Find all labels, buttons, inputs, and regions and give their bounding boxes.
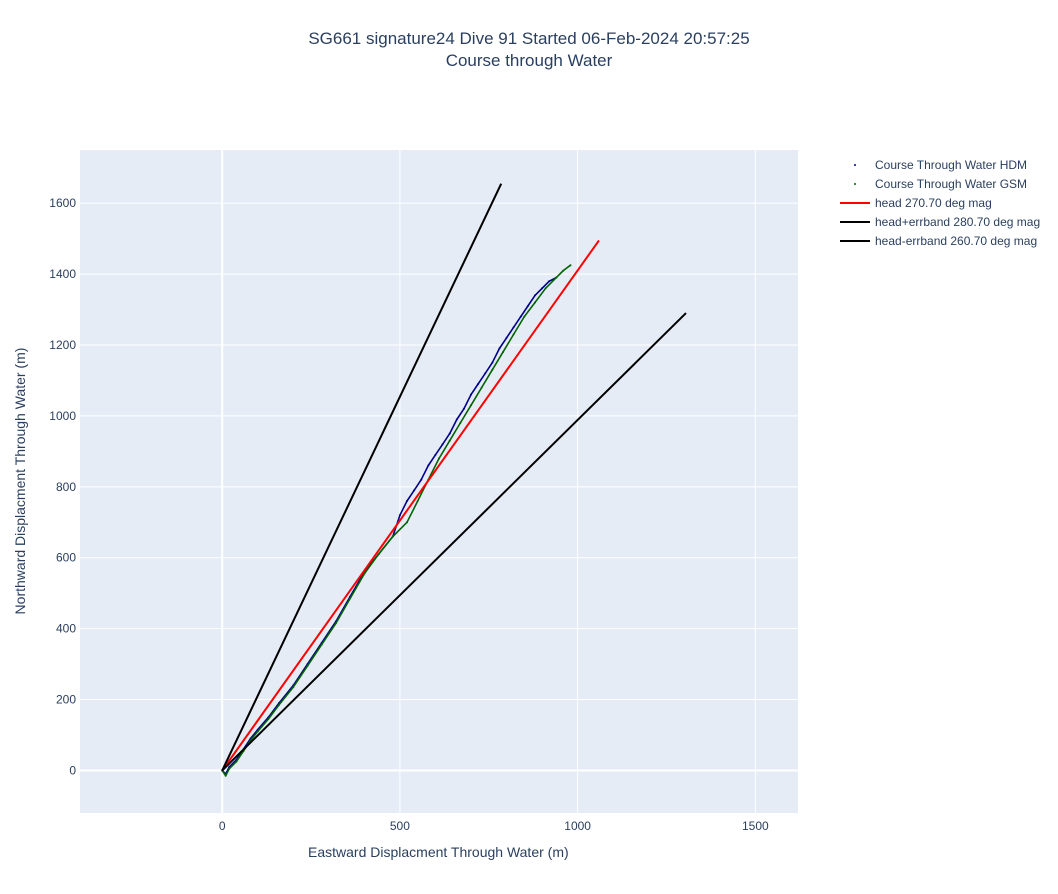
data-point <box>548 280 551 283</box>
data-point <box>569 264 572 267</box>
data-point <box>470 404 472 407</box>
legend-line-head-plus-errband <box>840 221 870 223</box>
data-point <box>455 418 458 421</box>
data-point <box>334 622 337 625</box>
x-tick-label: 500 <box>390 819 410 833</box>
series-path <box>221 276 557 775</box>
data-point <box>462 407 465 410</box>
legend-label-hdm: Course Through Water HDM <box>875 158 1028 172</box>
data-point <box>363 572 366 575</box>
legend[interactable]: Course Through Water HDM Course Through … <box>838 156 1040 251</box>
data-point <box>420 478 423 481</box>
x-axis-title: Eastward Displacment Through Water (m) <box>308 844 569 860</box>
data-point <box>480 386 483 389</box>
data-point <box>434 453 437 456</box>
legend-label-head-plus-errband: head+errband 280.70 deg mag <box>875 215 1041 229</box>
data-point <box>306 664 309 667</box>
data-point <box>541 287 544 290</box>
data-point <box>278 703 280 706</box>
y-tick-label: 1200 <box>49 338 76 352</box>
series-4 <box>221 312 687 772</box>
series-layer <box>221 183 687 777</box>
data-point <box>235 760 238 763</box>
y-tick-labels: 0 200 400 600 800 1000 1200 1400 1600 <box>49 196 76 777</box>
data-point <box>491 361 494 364</box>
chart-title-line2: Course through Water <box>445 51 613 70</box>
x-tick-labels: 0 500 1000 1500 <box>219 819 769 833</box>
data-point <box>427 464 430 467</box>
series-line <box>221 312 687 772</box>
data-point <box>459 422 462 424</box>
chart-title-line1: SG661 signature24 Dive 91 Started 06-Feb… <box>308 29 750 48</box>
y-tick-label: 800 <box>56 480 76 494</box>
legend-item-head[interactable]: head 270.70 deg mag <box>838 194 1040 213</box>
data-point <box>512 326 515 329</box>
y-tick-label: 1000 <box>49 409 76 423</box>
data-point <box>406 521 408 524</box>
series-line <box>221 183 503 771</box>
data-point <box>470 393 472 396</box>
data-point <box>512 333 515 336</box>
y-tick-label: 1400 <box>49 267 76 281</box>
x-tick-label: 0 <box>219 819 226 833</box>
y-tick-label: 600 <box>56 551 76 565</box>
data-point <box>562 269 565 272</box>
data-point <box>398 514 401 517</box>
data-point <box>416 500 419 502</box>
data-point <box>505 336 508 339</box>
data-point <box>413 489 416 492</box>
legend-label-head-minus-errband: head-errband 260.70 deg mag <box>875 234 1038 248</box>
legend-line-head-minus-errband <box>840 240 870 242</box>
y-tick-label: 0 <box>69 763 76 777</box>
data-point <box>544 287 547 290</box>
data-point <box>228 767 231 770</box>
data-point <box>256 730 259 733</box>
grid-lines <box>80 150 798 813</box>
legend-item-head-plus-errband[interactable]: head+errband 280.70 deg mag <box>838 213 1040 232</box>
data-point <box>491 368 494 371</box>
series-3 <box>221 183 503 771</box>
data-point <box>406 500 408 502</box>
data-point <box>498 347 501 350</box>
series-line <box>221 239 600 772</box>
data-point <box>448 432 451 435</box>
legend-item-gsm[interactable]: Course Through Water GSM <box>838 175 1040 194</box>
data-point <box>438 457 440 460</box>
x-tick-label: 1000 <box>564 819 591 833</box>
data-point <box>534 294 536 297</box>
data-point <box>555 276 558 279</box>
data-point <box>519 315 522 318</box>
series-1 <box>221 264 572 777</box>
series-2 <box>221 239 600 772</box>
y-axis-title: Northward Displacment Through Water (m) <box>12 347 28 615</box>
x-tick-label: 1500 <box>742 819 769 833</box>
y-tick-label: 200 <box>56 693 76 707</box>
data-point <box>224 774 227 777</box>
y-tick-label: 400 <box>56 622 76 636</box>
legend-item-head-minus-errband[interactable]: head-errband 260.70 deg mag <box>838 232 1040 251</box>
y-tick-label: 1600 <box>49 196 76 210</box>
data-point <box>502 351 504 354</box>
legend-label-gsm: Course Through Water GSM <box>875 177 1028 191</box>
data-point <box>534 301 536 304</box>
legend-label-head: head 270.70 deg mag <box>875 196 992 210</box>
data-point <box>349 597 352 600</box>
data-point <box>320 643 323 646</box>
data-point <box>477 383 480 385</box>
data-point <box>267 718 270 720</box>
data-point <box>441 443 444 446</box>
data-point <box>484 372 487 375</box>
data-point <box>526 305 529 307</box>
legend-line-head <box>840 202 870 204</box>
data-point <box>523 315 526 318</box>
data-point <box>377 553 380 556</box>
data-point <box>448 439 451 442</box>
data-point <box>391 535 394 538</box>
plot-area[interactable] <box>80 150 798 813</box>
legend-item-hdm[interactable]: Course Through Water HDM <box>838 156 1040 175</box>
data-point <box>292 686 295 689</box>
series-path <box>221 264 571 777</box>
